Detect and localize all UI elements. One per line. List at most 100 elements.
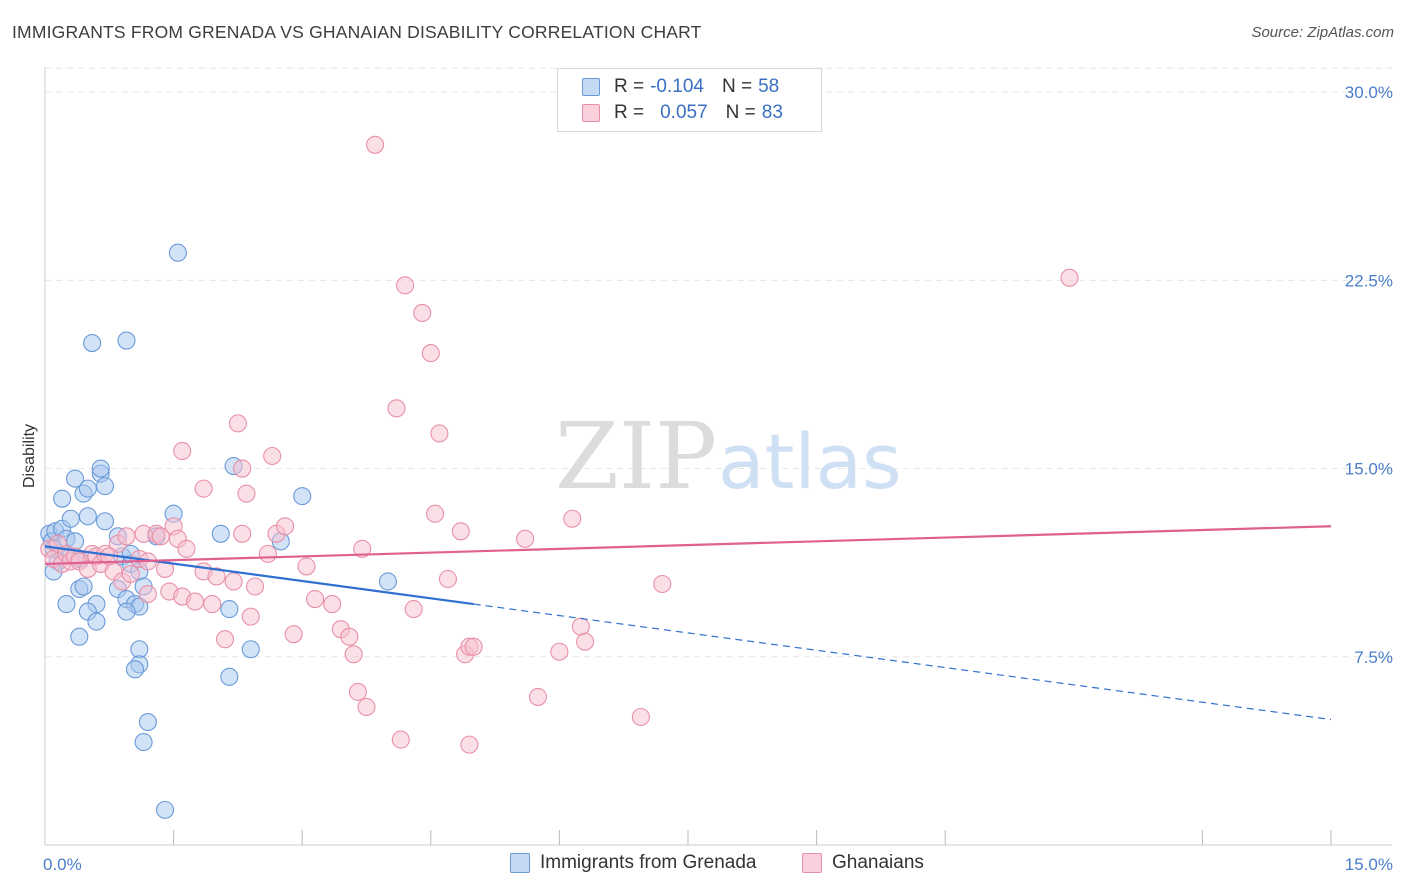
legend-n-value: 58 [758,76,780,97]
point-series1-40 [284,625,303,644]
watermark-atlas: atlas [718,417,902,506]
point-series1-39 [276,517,295,536]
point-series0-9 [53,489,72,508]
point-series1-32 [215,630,235,649]
point-series0-11 [61,509,80,528]
legend-r-value: 0.057 [660,102,708,123]
series-legend: Immigrants from Grenada Ghanaians [0,852,1406,878]
point-series1-53 [391,730,410,749]
point-series0-53 [241,640,260,659]
point-series0-46 [83,334,102,353]
point-series1-19 [138,584,157,604]
point-series0-36 [87,612,106,631]
point-series0-45 [155,800,175,819]
point-series1-51 [387,399,406,418]
point-series0-47 [117,331,136,350]
legend-swatch-ghanaians [582,104,600,122]
point-series1-59 [438,569,457,589]
point-series1-64 [460,735,479,754]
legend-n-value: 83 [761,102,783,123]
x-tick-label-0: 0.0% [43,855,82,874]
point-series1-78 [233,524,252,543]
trend-lines [44,525,1332,721]
point-series1-56 [421,344,440,363]
point-series1-34 [233,459,252,478]
series-legend-item-ghanaians: Ghanaians [802,852,924,874]
point-series1-55 [413,303,432,322]
point-series1-43 [323,595,342,614]
point-series0-17 [91,459,110,478]
point-series0-43 [138,712,157,732]
point-series0-19 [95,512,115,531]
point-series0-18 [95,477,115,496]
legend-r-label: R = [614,76,645,97]
point-series0-56 [293,487,312,506]
trend-line-series0 [44,545,474,606]
point-series1-45 [340,627,359,646]
point-series1-52 [396,276,415,295]
point-series1-49 [357,697,376,717]
legend-r-value: -0.104 [650,76,704,97]
point-series1-47 [353,539,372,558]
point-series0-42 [125,660,145,679]
point-series1-41 [297,557,316,576]
point-series0-52 [220,600,239,619]
point-series0-40 [130,640,149,659]
point-series1-35 [241,607,260,626]
data-points [40,135,1079,819]
point-series1-70 [576,632,595,651]
legend-row-grenada: R = -0.104 N = 58 [582,74,779,100]
point-series1-79 [237,484,256,503]
legend-swatch-grenada [582,78,600,96]
point-series1-71 [631,707,650,727]
point-series0-57 [378,572,397,591]
point-series1-72 [653,574,672,594]
point-series0-28 [74,577,93,596]
point-series1-33 [224,572,243,591]
trend-line-extension-series0 [473,603,1332,721]
legend-r-label: R = [614,102,645,123]
series-legend-swatch-grenada [510,853,530,873]
trend-line-series1 [44,525,1332,566]
point-series1-82 [117,527,136,546]
point-series1-66 [528,687,548,706]
point-series1-63 [464,637,483,656]
series-legend-label-ghanaians: Ghanaians [832,852,924,873]
watermark: ZIP atlas [555,403,902,510]
point-series1-54 [404,600,423,619]
point-series1-31 [207,567,226,586]
point-series1-69 [571,617,590,636]
point-series0-12 [65,469,85,488]
point-series1-42 [306,590,325,609]
point-series0-14 [78,479,97,498]
point-series1-57 [426,504,445,523]
point-series0-15 [78,507,97,526]
point-series0-39 [70,627,89,646]
chart-title: IMMIGRANTS FROM GRENADA VS GHANAIAN DISA… [12,22,702,42]
point-series0-54 [220,667,239,686]
y-tick-label-2: 22.5% [1345,271,1393,290]
y-tick-label-3: 30.0% [1345,83,1393,102]
point-series1-27 [177,539,196,558]
point-series0-44 [134,733,153,752]
point-series1-67 [550,642,569,661]
watermark-zip: ZIP [555,403,717,510]
point-series1-76 [228,414,247,433]
point-series1-58 [430,424,449,443]
legend-n-label: N = [725,102,756,123]
x-tick-label-1: 15.0% [1345,855,1393,874]
point-series1-60 [451,522,470,541]
point-series1-74 [173,441,192,461]
point-series1-75 [194,479,213,498]
point-series1-28 [185,592,205,611]
y-axis-label: Disability [21,424,38,488]
point-series1-50 [366,135,385,154]
point-series1-65 [516,529,535,548]
correlation-legend: R = -0.104 N = 58 R = 0.057 N = 83 [557,68,822,132]
point-series1-73 [1060,268,1079,287]
legend-row-ghanaians: R = 0.057 N = 83 [582,100,783,126]
point-series1-77 [263,446,282,466]
chart-source: Source: ZipAtlas.com [1251,24,1394,41]
point-series1-46 [344,645,363,664]
